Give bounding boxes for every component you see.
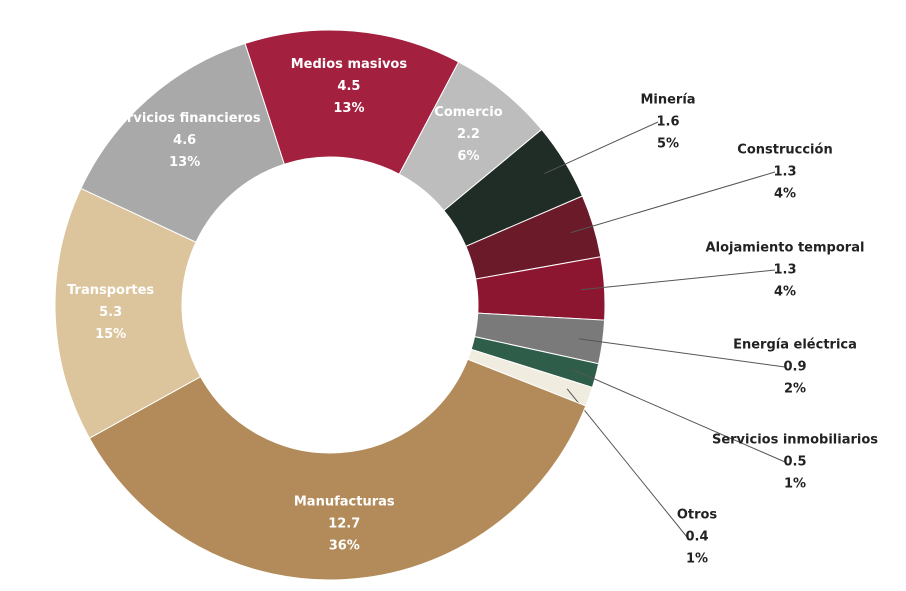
- segment-name: Alojamiento temporal: [706, 241, 865, 256]
- segment-value: 1.3: [773, 165, 796, 180]
- segment-percent: 36%: [329, 539, 360, 554]
- segment-value: 2.2: [457, 127, 480, 142]
- segment-percent: 13%: [169, 155, 200, 170]
- segment-name: Comercio: [434, 105, 502, 120]
- segment-name: Otros: [677, 508, 718, 523]
- donut-segment: [88, 358, 587, 581]
- segment-percent: 5%: [657, 137, 679, 152]
- segment-name: Servicios financieros: [109, 111, 261, 126]
- segment-name: Servicios inmobiliarios: [712, 433, 878, 448]
- donut-segment: [54, 187, 202, 439]
- segment-percent: 13%: [333, 101, 364, 116]
- leader-line: [544, 121, 659, 174]
- segment-percent: 2%: [784, 382, 806, 397]
- segment-percent: 6%: [457, 149, 479, 164]
- segment-value: 1.3: [773, 263, 796, 278]
- leader-line: [579, 338, 786, 368]
- segment-value: 4.6: [173, 133, 196, 148]
- segment-name: Minería: [640, 93, 695, 108]
- segment-name: Manufacturas: [294, 495, 395, 510]
- segment-name: Medios masivos: [291, 57, 408, 72]
- segment-value: 0.5: [783, 455, 806, 470]
- segment-value: 1.6: [656, 115, 679, 130]
- segment-percent: 15%: [95, 327, 126, 342]
- leader-line: [570, 171, 776, 234]
- segment-name: Construcción: [737, 143, 832, 158]
- segment-percent: 1%: [784, 477, 806, 492]
- segment-value: 4.5: [337, 79, 360, 94]
- leader-line: [580, 269, 776, 291]
- segment-name: Energía eléctrica: [733, 338, 857, 353]
- segment-name: Transportes: [67, 283, 154, 298]
- segment-value: 5.3: [99, 305, 122, 320]
- segment-percent: 4%: [774, 187, 796, 202]
- segment-percent: 4%: [774, 285, 796, 300]
- segment-value: 0.9: [783, 360, 806, 375]
- leader-line: [566, 388, 688, 538]
- donut-segment: [80, 42, 285, 243]
- leader-line: [572, 369, 786, 463]
- segment-percent: 1%: [686, 552, 708, 567]
- segment-value: 0.4: [685, 530, 708, 545]
- segment-value: 12.7: [328, 517, 360, 532]
